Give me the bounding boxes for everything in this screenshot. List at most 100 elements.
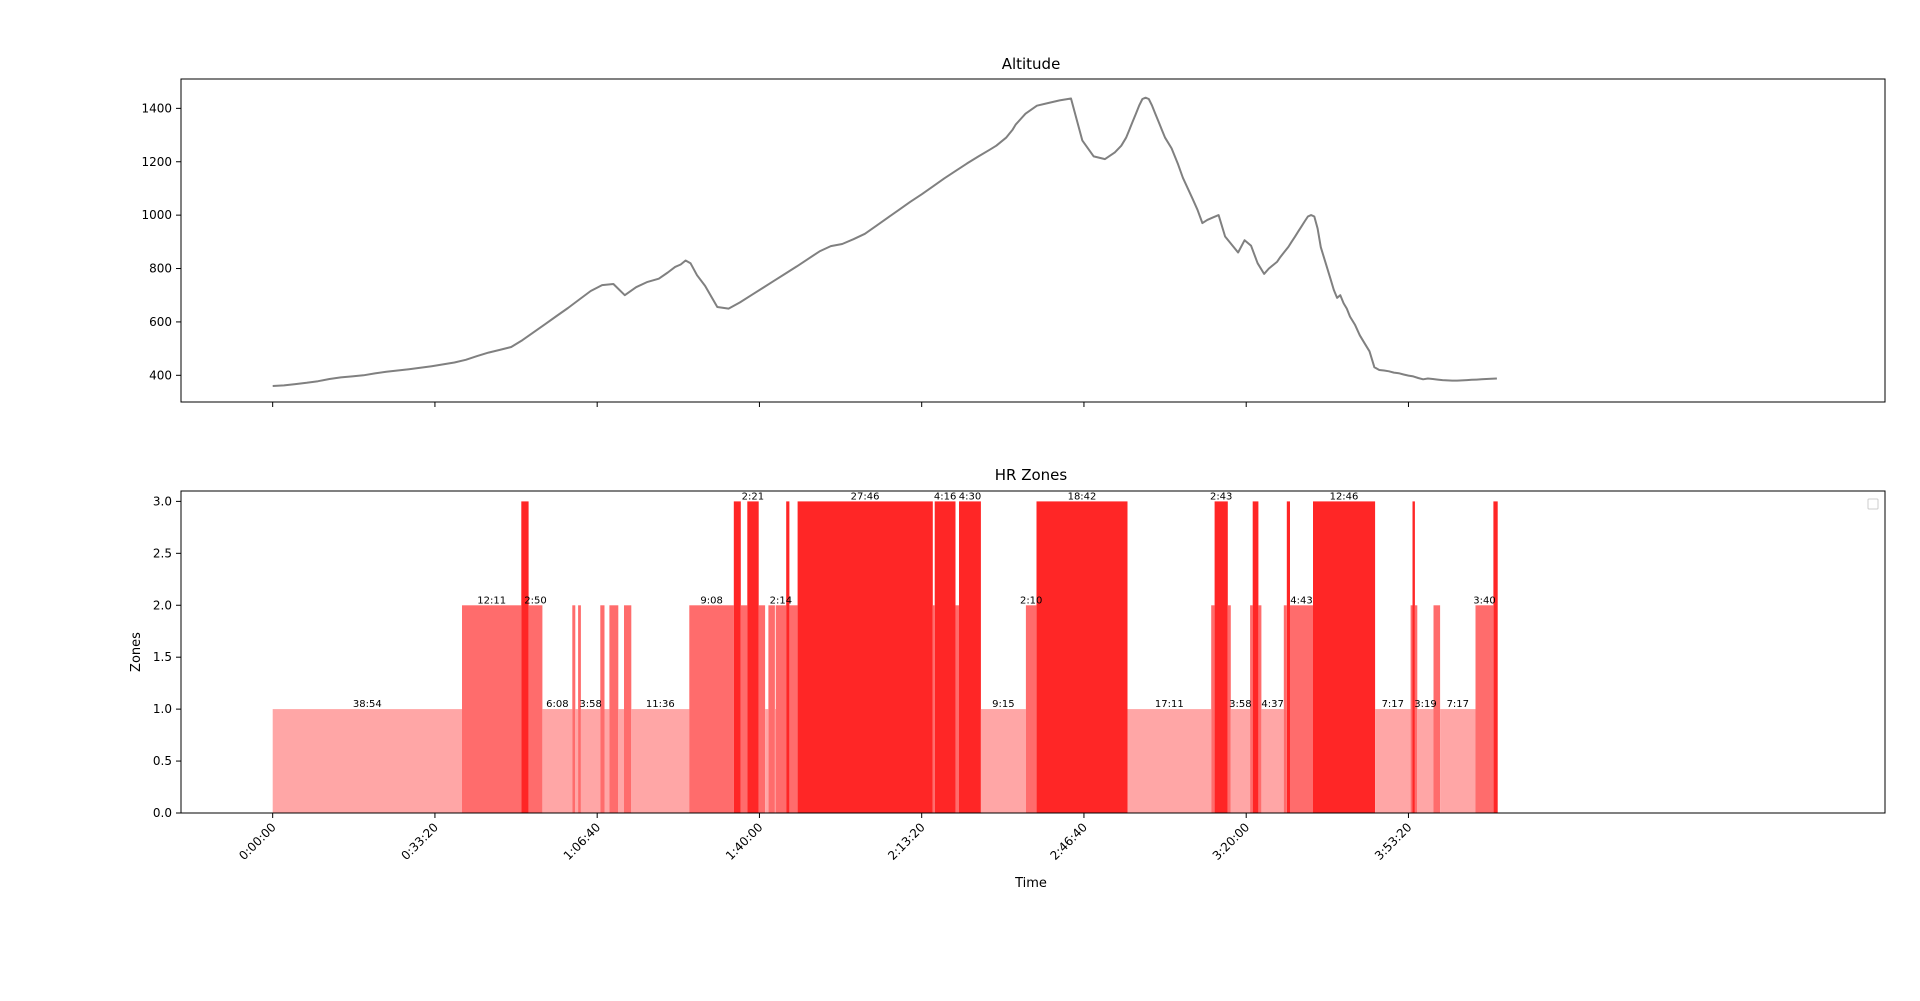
zone-bar (1375, 709, 1411, 813)
zone-bar (1313, 501, 1376, 813)
x-tick-label: 2:13:20 (885, 820, 928, 863)
altitude-panel: Altitude 400 600 800 1000 1200 1400 (141, 55, 1886, 407)
zone-duration-label: 4:37 (1261, 699, 1283, 710)
zone-bar (765, 709, 769, 813)
altitude-plot-area (272, 96, 1497, 387)
zone-duration-label: 4:30 (959, 491, 981, 502)
zone-bar (572, 605, 576, 813)
zone-bar (528, 605, 543, 813)
zone-bar (980, 709, 1026, 813)
hr-zones-x-ticks: 0:00:00 0:33:20 1:06:40 1:40:00 2:13:20 2:46:… (236, 813, 1415, 863)
zone-bar (1025, 605, 1037, 813)
zone-bar (1286, 501, 1290, 813)
zone-bar (521, 501, 529, 813)
zone-bar (1412, 501, 1415, 813)
zone-duration-label: 4:43 (1290, 595, 1312, 606)
zone-duration-label: 11:36 (646, 699, 675, 710)
altitude-y-ticks: 400 600 800 1000 1200 1400 (141, 101, 181, 382)
zone-bar (1440, 709, 1476, 813)
zone-duration-label: 3:58 (579, 699, 601, 710)
zone-bar (955, 605, 959, 813)
y-axis-label: Zones (129, 632, 144, 672)
zone-bar (1230, 709, 1251, 813)
zone-bar (934, 501, 956, 813)
zone-bar (272, 709, 463, 813)
zone-duration-label: 27:46 (851, 491, 880, 502)
zone-bar (1283, 605, 1287, 813)
zone-bar (774, 709, 776, 813)
zone-bar (1410, 605, 1413, 813)
zone-duration-label: 12:46 (1330, 491, 1359, 502)
zone-bar (581, 709, 601, 813)
zone-bar (959, 501, 981, 813)
zone-duration-label: 7:17 (1382, 699, 1404, 710)
zone-duration-label: 3:19 (1414, 699, 1436, 710)
x-tick-label: 3:53:20 (1372, 820, 1415, 863)
zone-bar (797, 501, 933, 813)
zone-bar (932, 605, 935, 813)
zone-bar (733, 501, 741, 813)
zone-duration-label: 2:14 (770, 595, 792, 606)
zone-duration-label: 2:50 (524, 595, 546, 606)
y-tick-label: 1200 (141, 155, 172, 169)
zone-duration-label: 9:15 (992, 699, 1014, 710)
y-tick-label: 2.0 (153, 598, 172, 612)
zone-bar (689, 605, 734, 813)
zone-bar (1417, 709, 1434, 813)
hr-zones-plot-area (272, 501, 1498, 813)
zone-bar (462, 605, 522, 813)
y-tick-label: 0.0 (153, 806, 172, 820)
zone-bar (758, 605, 766, 813)
zone-bar (624, 605, 632, 813)
zone-duration-label: 38:54 (353, 699, 382, 710)
zone-duration-label: 2:43 (1210, 491, 1232, 502)
altitude-title: Altitude (1002, 55, 1061, 73)
hr-zones-y-ticks: 0.0 0.5 1.0 1.5 2.0 2.5 3.0 (153, 494, 181, 820)
y-tick-label: 1400 (141, 101, 172, 115)
zone-duration-label: 2:21 (742, 491, 764, 502)
hr-zones-panel: HR Zones 38:54 12:11 2:50 6:08 3:58 11:36 9:08… (129, 466, 1886, 891)
zone-bar (789, 605, 798, 813)
zone-bar (578, 605, 581, 813)
zone-bar (1475, 605, 1494, 813)
zone-bar (1211, 605, 1215, 813)
zone-bar (1227, 605, 1231, 813)
zone-bar (1290, 605, 1313, 813)
zone-duration-label: 7:17 (1447, 699, 1469, 710)
zone-bar (1250, 605, 1253, 813)
zone-bar (1258, 605, 1262, 813)
altitude-x-ticks (272, 402, 1409, 407)
zone-bar (775, 605, 787, 813)
x-tick-label: 0:33:20 (398, 820, 441, 863)
x-axis-label: Time (1014, 876, 1047, 891)
hr-zones-segment-labels: 38:54 12:11 2:50 6:08 3:58 11:36 9:08 2:21 2:14 2… (353, 491, 1496, 710)
zone-bar (609, 605, 619, 813)
y-tick-label: 0.5 (153, 754, 172, 768)
zone-bar (1214, 501, 1228, 813)
zone-bar (575, 709, 579, 813)
y-tick-label: 1000 (141, 208, 172, 222)
y-tick-label: 800 (149, 262, 172, 276)
zone-duration-label: 3:40 (1473, 595, 1495, 606)
zone-bar (631, 709, 690, 813)
zone-bar (542, 709, 573, 813)
zone-bar (740, 605, 748, 813)
zone-bar (768, 605, 775, 813)
zone-bar (1252, 501, 1259, 813)
zone-duration-label: 4:16 (934, 491, 956, 502)
x-tick-label: 3:20:00 (1210, 820, 1253, 863)
y-tick-label: 2.5 (153, 546, 172, 560)
zone-bar (786, 501, 790, 813)
zone-bar (600, 605, 605, 813)
y-tick-label: 1.5 (153, 650, 172, 664)
zone-bar (1127, 709, 1212, 813)
zone-duration-label: 9:08 (700, 595, 722, 606)
zone-duration-label: 17:11 (1155, 699, 1184, 710)
zone-duration-label: 18:42 (1068, 491, 1097, 502)
zone-bar (1493, 501, 1498, 813)
zone-bar (604, 709, 610, 813)
y-tick-label: 600 (149, 315, 172, 329)
x-tick-label: 1:40:00 (723, 820, 766, 863)
x-tick-label: 0:00:00 (236, 820, 279, 863)
zone-bar (1433, 605, 1441, 813)
